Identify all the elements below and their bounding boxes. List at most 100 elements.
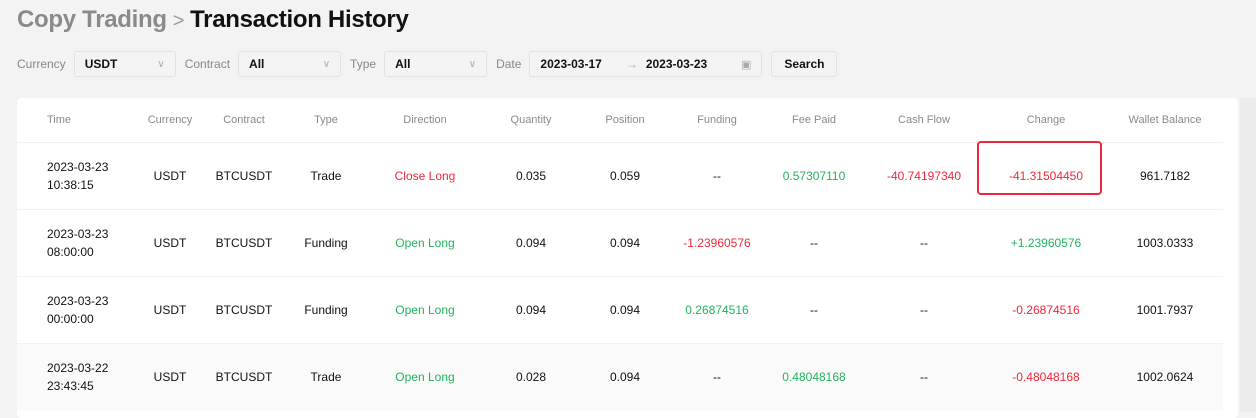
column-header-cash-flow: Cash Flow: [898, 114, 950, 126]
cell-fee: --: [765, 276, 863, 344]
date-start[interactable]: 2023-03-17: [540, 57, 602, 71]
table-row: 2023-03-23 08:00:00 USDT BTCUSDT Funding Open…: [17, 209, 1223, 277]
cell-clock: 10:38:15: [47, 178, 94, 192]
date-label: Date: [496, 57, 522, 71]
column-header-type: Type: [314, 114, 338, 126]
arrow-right-icon: →: [625, 57, 638, 71]
cell-date: 2023-03-22: [47, 361, 109, 375]
contract-label: Contract: [184, 57, 231, 71]
cell-direction: Open Long: [369, 276, 481, 344]
cell-direction: Open Long: [369, 343, 481, 410]
column-header-direction: Direction: [403, 114, 447, 126]
cell-cash-flow: -40.74197340: [863, 142, 985, 210]
cell-currency: USDT: [135, 276, 205, 344]
cell-clock: 08:00:00: [47, 245, 94, 259]
cell-clock: 00:00:00: [47, 312, 94, 326]
column-header-quantity: Quantity: [510, 114, 552, 126]
cell-position: 0.094: [581, 209, 669, 277]
cell-time: 2023-03-22 23:43:45: [17, 343, 135, 410]
column-header-funding: Funding: [697, 114, 737, 126]
cell-quantity: 0.094: [481, 209, 581, 277]
cell-change: -0.48048168: [985, 343, 1107, 410]
date-range-picker[interactable]: 2023-03-17 → 2023-03-23 ▣: [529, 51, 763, 77]
cell-cash-flow: --: [863, 276, 985, 344]
cell-contract: BTCUSDT: [205, 276, 283, 344]
cell-funding: --: [669, 343, 765, 410]
cell-contract: BTCUSDT: [205, 142, 283, 210]
cell-direction: Close Long: [369, 142, 481, 210]
cell-currency: USDT: [135, 142, 205, 210]
type-value: All: [395, 57, 411, 71]
column-header-time: Time: [47, 114, 72, 126]
cell-direction: Open Long: [369, 209, 481, 277]
contract-select[interactable]: All ∨: [238, 51, 342, 77]
cell-time: 2023-03-23 00:00:00: [17, 276, 135, 344]
column-header-currency: Currency: [147, 114, 193, 126]
cell-balance: 1003.0333: [1107, 209, 1223, 277]
transaction-table: Time Currency Contract Type Direction Quantit…: [17, 98, 1223, 410]
cell-funding: 0.26874516: [669, 276, 765, 344]
cell-time: 2023-03-23 10:38:15: [17, 142, 135, 210]
cell-quantity: 0.035: [481, 142, 581, 210]
table-row: 2023-03-23 10:38:15 USDT BTCUSDT Trade Close …: [17, 142, 1223, 210]
cell-balance: 1002.0624: [1107, 343, 1223, 410]
column-header-fee-paid: Fee Paid: [791, 114, 837, 126]
type-select[interactable]: All ∨: [384, 51, 488, 77]
column-header-contract: Contract: [223, 114, 265, 126]
cell-type: Funding: [283, 209, 369, 277]
cell-clock: 23:43:45: [47, 379, 94, 393]
cell-date: 2023-03-23: [47, 160, 109, 174]
cell-currency: USDT: [135, 209, 205, 277]
currency-label: Currency: [17, 57, 66, 71]
cell-position: 0.094: [581, 343, 669, 410]
cell-fee: 0.48048168: [765, 343, 863, 410]
column-header-change: Change: [1026, 114, 1066, 126]
cell-time: 2023-03-23 08:00:00: [17, 209, 135, 277]
cell-balance: 1001.7937: [1107, 276, 1223, 344]
cell-funding: -1.23960576: [669, 209, 765, 277]
cell-position: 0.094: [581, 276, 669, 344]
breadcrumb-copy-trading[interactable]: Copy Trading: [17, 6, 167, 33]
contract-value: All: [249, 57, 265, 71]
cell-type: Funding: [283, 276, 369, 344]
cell-change: -0.26874516: [985, 276, 1107, 344]
breadcrumb: Copy Trading > Transaction History: [17, 6, 409, 34]
page-title: Transaction History: [190, 6, 409, 33]
search-button[interactable]: Search: [771, 51, 838, 77]
transaction-table-card: Time Currency Contract Type Direction Quantit…: [17, 98, 1238, 418]
cell-balance: 961.7182: [1107, 142, 1223, 210]
chevron-down-icon: ∨: [468, 58, 477, 70]
cell-date: 2023-03-23: [47, 227, 109, 241]
cell-change: +1.23960576: [985, 209, 1107, 277]
type-label: Type: [350, 57, 377, 71]
chevron-down-icon: ∨: [322, 58, 331, 70]
cell-quantity: 0.028: [481, 343, 581, 410]
cell-contract: BTCUSDT: [205, 343, 283, 410]
cell-funding: --: [669, 142, 765, 210]
column-header-wallet-balance: Wallet Balance: [1128, 114, 1202, 126]
cell-quantity: 0.094: [481, 276, 581, 344]
breadcrumb-separator-icon: >: [172, 10, 185, 32]
currency-value: USDT: [84, 57, 118, 71]
chevron-down-icon: ∨: [157, 58, 165, 70]
table-row: 2023-03-23 00:00:00 USDT BTCUSDT Funding Open…: [17, 276, 1223, 344]
scrollbar[interactable]: [1240, 98, 1256, 412]
filter-bar: Currency USDT ∨ Contract All ∨ Type All ∨ D…: [17, 51, 838, 77]
cell-contract: BTCUSDT: [205, 209, 283, 277]
cell-position: 0.059: [581, 142, 669, 210]
cell-currency: USDT: [135, 343, 205, 410]
cell-fee: 0.57307110: [765, 142, 863, 210]
column-header-position: Position: [605, 114, 645, 126]
cell-date: 2023-03-23: [47, 294, 109, 308]
calendar-icon: ▣: [741, 58, 752, 71]
cell-change: -41.31504450: [985, 142, 1107, 210]
date-end[interactable]: 2023-03-23: [645, 57, 708, 71]
cell-cash-flow: --: [863, 209, 985, 277]
cell-type: Trade: [283, 142, 369, 210]
table-row: 2023-03-22 23:43:45 USDT BTCUSDT Trade Open L…: [17, 343, 1223, 410]
cell-fee: --: [765, 209, 863, 277]
table-header: Time Currency Contract Type Direction Quantit…: [17, 98, 1223, 143]
cell-type: Trade: [283, 343, 369, 410]
currency-select[interactable]: USDT ∨: [73, 51, 176, 77]
cell-cash-flow: --: [863, 343, 985, 410]
